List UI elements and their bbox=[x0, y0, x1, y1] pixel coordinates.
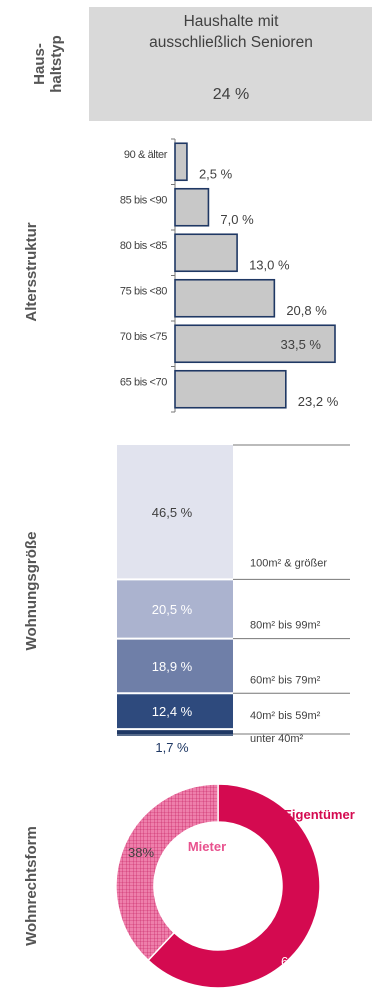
age-category-label: 90 & älter bbox=[124, 149, 168, 161]
wohn-segment bbox=[117, 638, 233, 694]
wohn-category-label: 80m² bis 99m² bbox=[250, 620, 321, 632]
haushaltstyp-box: Haushalte mit ausschließlich Senioren 24… bbox=[89, 7, 372, 121]
donut-category-label: Mieter bbox=[188, 839, 226, 854]
age-bar bbox=[174, 324, 336, 364]
wohn-value-label: 1,7 % bbox=[155, 740, 189, 755]
haushaltstyp-title-line1: Haushalte mit bbox=[183, 13, 279, 30]
donut-slice bbox=[115, 783, 219, 962]
wohn-value-label: 20,5 % bbox=[152, 602, 193, 617]
wohn-segment bbox=[117, 693, 233, 730]
wohn-segment bbox=[117, 445, 233, 580]
wohnrechtsform-donut-chart: 62% 38% Eigentümer Mieter bbox=[115, 783, 355, 989]
age-category-label: 80 bis <85 bbox=[120, 240, 167, 252]
age-bar-chart: 90 & älter 2,5 % 85 bis <90 7,0 % 80 bis <85… bbox=[120, 138, 339, 413]
wohn-value-label: 46,5 % bbox=[152, 505, 193, 520]
wohn-category-label: 100m² & größer bbox=[250, 557, 327, 569]
age-value-label: 20,8 % bbox=[286, 303, 327, 318]
wohn-segment bbox=[117, 729, 233, 734]
age-value-label: 23,2 % bbox=[298, 394, 339, 409]
age-category-label: 75 bis <80 bbox=[120, 285, 167, 297]
donut-category-label: Eigentümer bbox=[283, 807, 355, 822]
wohn-value-label: 12,4 % bbox=[152, 704, 193, 719]
wohn-category-label: 40m² bis 59m² bbox=[250, 710, 321, 722]
haushaltstyp-title-line2: ausschließlich Senioren bbox=[149, 34, 313, 51]
age-value-label: 13,0 % bbox=[249, 257, 290, 272]
age-bar bbox=[174, 278, 276, 318]
haushaltstyp-value: 24 % bbox=[212, 86, 250, 103]
age-bar bbox=[174, 187, 210, 227]
donut-slice bbox=[147, 783, 321, 989]
age-value-label: 2,5 % bbox=[199, 166, 233, 181]
wohn-category-label: 60m² bis 79m² bbox=[250, 674, 321, 686]
age-category-label: 70 bis <75 bbox=[120, 331, 167, 343]
age-category-label: 85 bis <90 bbox=[120, 194, 167, 206]
donut-value-label: 62% bbox=[281, 954, 307, 969]
age-value-label: 7,0 % bbox=[220, 212, 254, 227]
donut-value-label: 38% bbox=[128, 845, 154, 860]
haushaltstyp-title: Haushalte mit ausschließlich Senioren bbox=[89, 11, 372, 53]
wohn-category-label: unter 40m² bbox=[250, 733, 304, 745]
age-category-label: 65 bis <70 bbox=[120, 376, 167, 388]
wohnungsgroesse-stacked-chart: 1,7 % 12,4 % 18,9 % 20,5 % 46,5 % unter 40m² 4… bbox=[117, 444, 350, 755]
wohn-segment bbox=[117, 579, 233, 639]
age-bar bbox=[174, 142, 188, 182]
age-value-label: 33,5 % bbox=[281, 337, 322, 352]
age-bar bbox=[174, 233, 238, 273]
age-bar bbox=[174, 369, 287, 409]
wohn-value-label: 18,9 % bbox=[152, 659, 193, 674]
